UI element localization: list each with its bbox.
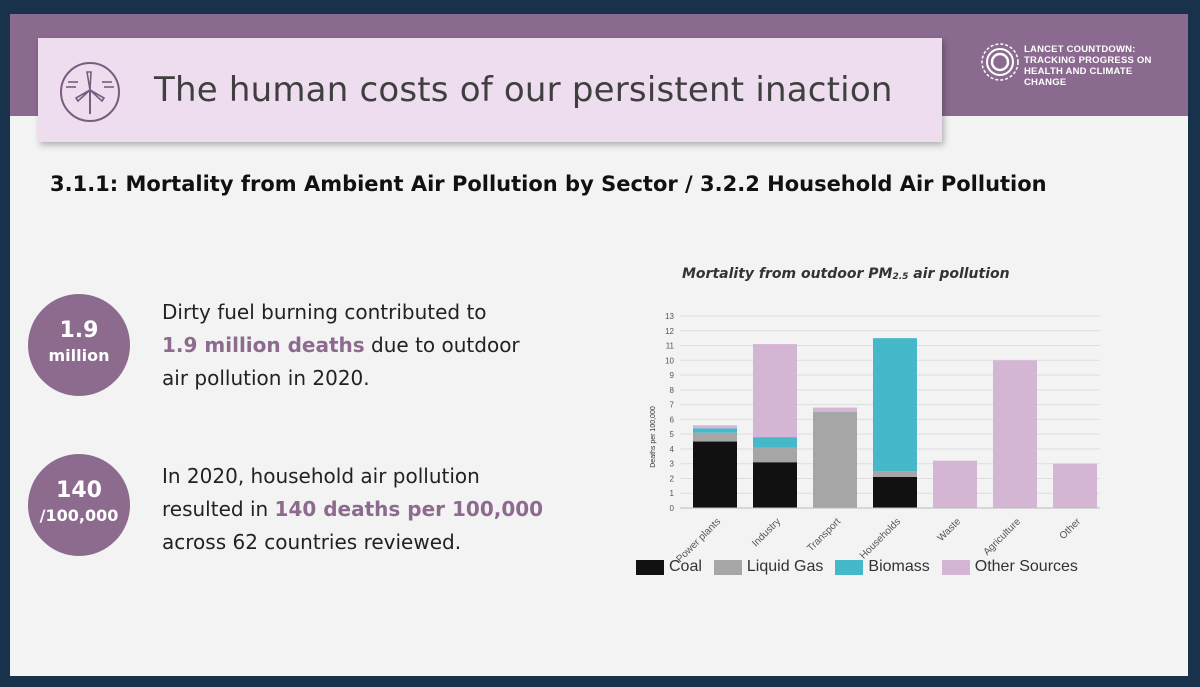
y-tick-label: 3 (670, 460, 675, 469)
bar-segment (813, 412, 857, 508)
stat-circle-household: 140 /100,000 (28, 454, 130, 556)
bar-segment (693, 425, 737, 429)
y-tick-label: 2 (670, 474, 675, 483)
legend-label: Liquid Gas (746, 558, 824, 575)
bar-segment (693, 441, 737, 508)
chart-title-end: air pollution (908, 266, 1010, 282)
bar-segment (1053, 463, 1097, 508)
bar-segment (813, 407, 857, 412)
legend-label: Biomass (868, 558, 930, 575)
bar-segment (993, 360, 1037, 508)
legend-label: Coal (669, 558, 702, 575)
x-tick-label: Industry (750, 516, 783, 549)
stat-circle-unit: million (48, 346, 110, 365)
y-tick-label: 9 (670, 371, 675, 380)
stat-circle-value: 140 (56, 478, 102, 503)
slide: The human costs of our persistent inacti… (10, 14, 1188, 676)
x-tick-label: Waste (936, 516, 964, 544)
y-axis-label: Deaths per 100,000 (650, 406, 657, 468)
stat-circle-value: 1.9 (59, 318, 99, 343)
wind-turbine-icon (60, 62, 120, 122)
x-tick-label: Agriculture (982, 516, 1024, 558)
x-tick-label: Households (858, 516, 903, 561)
stat-line: across 62 countries reviewed. (162, 530, 462, 554)
y-tick-label: 0 (670, 504, 675, 513)
bar-segment (753, 462, 797, 508)
page-title: The human costs of our persistent inacti… (154, 70, 893, 110)
y-tick-label: 12 (665, 327, 674, 336)
title-box: The human costs of our persistent inacti… (38, 38, 942, 142)
bar-segment (873, 338, 917, 472)
x-tick-label: Power plants (674, 516, 723, 564)
chart-title-sub: 2.5 (892, 272, 909, 282)
y-tick-label: 1 (670, 489, 675, 498)
legend-item-biomass: Biomass (835, 558, 930, 576)
logo-line: HEALTH AND CLIMATE CHANGE (1024, 66, 1133, 88)
legend-swatch (835, 559, 864, 575)
bar-segment (693, 432, 737, 442)
chart-legend: Coal Liquid Gas Biomass Other Sources (636, 558, 1078, 576)
x-tick-label: Other (1058, 516, 1084, 542)
logo-rings-icon (981, 43, 1019, 81)
lancet-countdown-logo: LANCET COUNTDOWN: TRACKING PROGRESS ON H… (980, 36, 1170, 94)
y-tick-label: 13 (665, 312, 674, 321)
chart-title: Mortality from outdoor PM2.5 air polluti… (682, 266, 1010, 282)
y-tick-label: 8 (670, 386, 675, 395)
y-tick-label: 6 (670, 415, 675, 424)
x-tick-label: Transport (805, 516, 843, 554)
stat-circle-unit: /100,000 (39, 506, 119, 525)
legend-swatch (941, 559, 970, 575)
section-subheading: 3.1.1: Mortality from Ambient Air Pollut… (50, 172, 1047, 196)
legend-swatch (713, 559, 742, 575)
stat-text-outdoor: Dirty fuel burning contributed to 1.9 mi… (162, 296, 602, 395)
stat-text-household: In 2020, household air pollution resulte… (162, 460, 602, 559)
stat-line-rest: due to outdoor (364, 333, 520, 357)
legend-item-other-sources: Other Sources (941, 558, 1078, 576)
legend-item-liquid-gas: Liquid Gas (713, 558, 824, 576)
legend-swatch (636, 559, 664, 575)
bar-segment (873, 471, 917, 477)
bar-segment (873, 476, 917, 508)
y-tick-label: 5 (670, 430, 675, 439)
logo-text: LANCET COUNTDOWN: TRACKING PROGRESS ON H… (1024, 44, 1170, 88)
y-tick-label: 10 (665, 356, 674, 365)
stat-circle-deaths: 1.9 million (28, 294, 130, 396)
stat-line-start: resulted in (162, 497, 275, 521)
stat-line: 1.9 million deaths due to outdoor (162, 329, 602, 362)
stat-line: Dirty fuel burning contributed to (162, 300, 487, 324)
stat-highlight: 1.9 million deaths (162, 333, 365, 357)
logo-line: LANCET COUNTDOWN: (1024, 44, 1136, 55)
legend-item-coal: Coal (636, 558, 702, 576)
bar-segment (933, 460, 977, 508)
stat-line: air pollution in 2020. (162, 366, 370, 390)
stat-highlight: 140 deaths per 100,000 (274, 497, 544, 521)
bar-segment (693, 428, 737, 433)
y-tick-label: 4 (670, 445, 675, 454)
y-tick-label: 11 (666, 342, 675, 351)
stat-line: In 2020, household air pollution (162, 464, 480, 488)
chart-title-main: Mortality from outdoor PM (682, 266, 893, 282)
legend-label: Other Sources (974, 558, 1078, 575)
bar-segment (753, 437, 797, 448)
y-tick-label: 7 (670, 401, 675, 410)
logo-line: TRACKING PROGRESS ON (1024, 55, 1152, 66)
bar-segment (753, 447, 797, 463)
stat-line: resulted in 140 deaths per 100,000 (162, 493, 602, 526)
bar-segment (753, 344, 797, 438)
